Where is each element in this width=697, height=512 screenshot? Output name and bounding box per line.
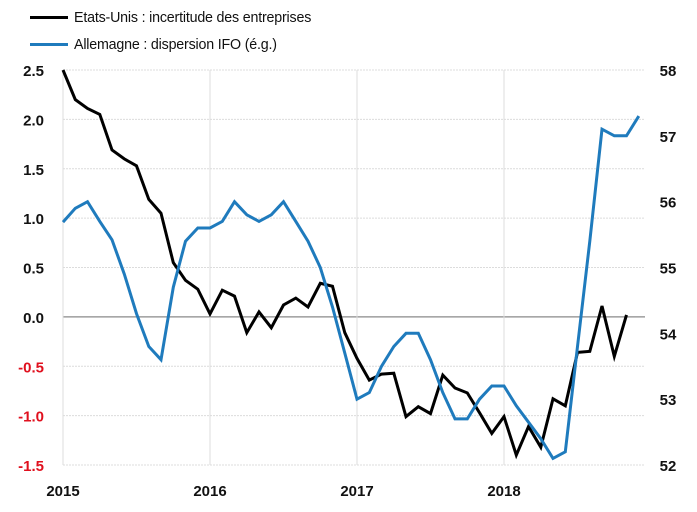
left-tick-label: 0.5 [23, 261, 44, 278]
right-tick-label: 58 [660, 63, 677, 80]
legend: Etats-Unis : incertitude des entreprises… [30, 4, 324, 58]
x-tick-label: 2017 [340, 483, 373, 500]
x-tick-label: 2018 [487, 483, 520, 500]
right-tick-label: 52 [660, 458, 677, 475]
right-tick-label: 55 [660, 261, 677, 278]
left-tick-label: 1.0 [23, 211, 44, 228]
right-tick-label: 57 [660, 129, 677, 146]
left-tick-label: -1.0 [18, 409, 44, 426]
left-tick-label: 0.0 [23, 310, 44, 327]
left-tick-label: -1.5 [18, 458, 44, 475]
left-tick-label: 1.5 [23, 162, 44, 179]
legend-swatch-us [30, 16, 68, 19]
legend-item-de: Allemagne : dispersion IFO (é.g.) [30, 31, 324, 58]
legend-swatch-de [30, 43, 68, 46]
left-tick-label: -0.5 [18, 359, 44, 376]
legend-label-us: Etats-Unis : incertitude des entreprises [74, 9, 312, 26]
series-line-us-uncertainty [61, 69, 628, 460]
right-tick-label: 53 [660, 392, 677, 409]
x-tick-label: 2015 [46, 483, 79, 500]
legend-item-us: Etats-Unis : incertitude des entreprises [30, 4, 324, 31]
right-tick-label: 54 [660, 326, 677, 343]
left-tick-label: 2.5 [23, 63, 44, 80]
series-line-germany-ifo-dispersion [61, 115, 641, 461]
left-tick-label: 2.0 [23, 112, 44, 129]
right-tick-label: 56 [660, 195, 677, 212]
legend-label-de: Allemagne : dispersion IFO (é.g.) [74, 36, 277, 53]
x-tick-label: 2016 [193, 483, 226, 500]
